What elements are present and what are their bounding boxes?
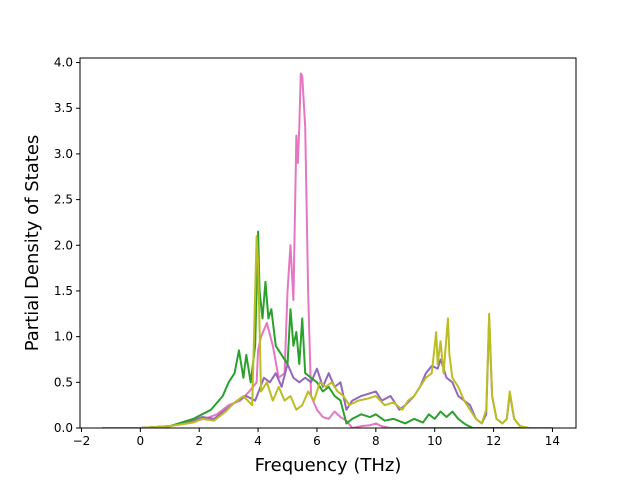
- x-tick-label: 4: [254, 434, 262, 448]
- y-tick-label: 0.5: [54, 375, 73, 389]
- y-tick-label: 3.0: [54, 147, 73, 161]
- x-tick-label: 0: [137, 434, 145, 448]
- y-tick-label: 3.5: [54, 101, 73, 115]
- y-axis-label: Partial Density of States: [22, 135, 43, 352]
- series-line-3: [102, 230, 553, 428]
- y-tick-label: 2.0: [54, 238, 73, 252]
- y-tick-label: 1.5: [54, 284, 73, 298]
- series-line-4: [102, 235, 553, 428]
- y-tick-label: 4.0: [54, 56, 73, 70]
- series-layer: [102, 72, 553, 428]
- plot-area: [80, 58, 576, 428]
- x-tick-label: −2: [73, 434, 91, 448]
- y-tick-label: 2.5: [54, 193, 73, 207]
- x-tick-label: 8: [372, 434, 380, 448]
- y-tick-label: 1.0: [54, 330, 73, 344]
- plot-frame: [79, 57, 577, 429]
- x-tick-label: 14: [545, 434, 560, 448]
- x-tick-label: 6: [313, 434, 321, 448]
- x-axis: −2 0 2 4 6 8 10 12 14: [73, 428, 560, 448]
- x-tick-label: 10: [427, 434, 442, 448]
- y-tick-label: 0.0: [54, 421, 73, 435]
- x-axis-label: Frequency (THz): [255, 455, 402, 476]
- x-tick-label: 2: [195, 434, 203, 448]
- y-axis: 0.0 0.5 1.0 1.5 2.0 2.5 3.0 3.5 4.0: [54, 56, 80, 435]
- x-tick-label: 12: [486, 434, 501, 448]
- series-line-1: [102, 72, 553, 428]
